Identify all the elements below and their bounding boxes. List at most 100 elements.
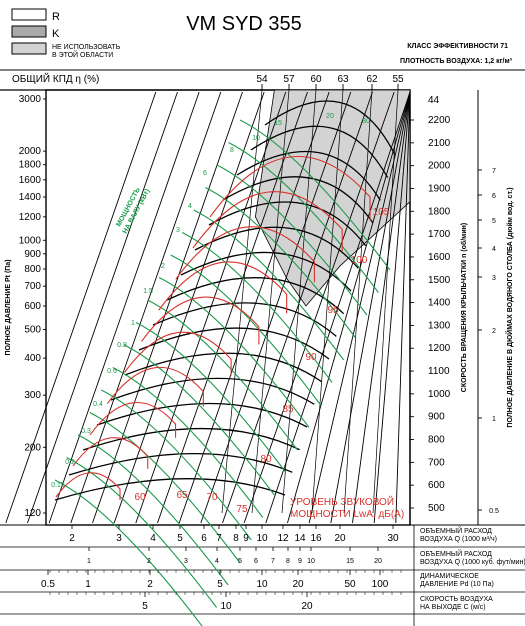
sound-curve-7 bbox=[175, 226, 315, 283]
rpm-curve-3 bbox=[96, 402, 308, 428]
sound-curve-2 bbox=[89, 401, 177, 438]
pressure-tick-15: 120 bbox=[24, 508, 41, 519]
sound-curve-9 bbox=[209, 156, 371, 220]
inch-tick-4: 3 bbox=[492, 275, 496, 282]
sound-axis-label: УРОВЕНЬ ЗВУКОВОЙ МОЩНОСТИ LwA, дБ(A) bbox=[290, 495, 404, 520]
system-line-4 bbox=[92, 91, 243, 524]
sound-curve-4 bbox=[123, 331, 232, 376]
q-cfm-tick-7: 8 bbox=[286, 558, 290, 565]
power-value-8: 2 bbox=[161, 263, 165, 270]
system-line-17 bbox=[373, 91, 411, 524]
x-axis-label-2: ДИНАМИЧЕСКОЕ ДАВЛЕНИЕ Pd (10 Па) bbox=[420, 573, 494, 588]
power-line-13 bbox=[205, 187, 356, 338]
pressure-tick-8: 800 bbox=[24, 264, 41, 275]
efficiency-line-5 bbox=[372, 89, 399, 514]
power-value-16: 30 bbox=[362, 118, 370, 125]
power-line-5 bbox=[112, 367, 264, 518]
power-line-14 bbox=[216, 164, 368, 316]
efficiency-value-3: 63 bbox=[337, 74, 349, 85]
efficiency-value-5: 55 bbox=[392, 74, 404, 85]
system-line-3 bbox=[70, 91, 222, 524]
pressure-tick-14: 200 bbox=[24, 442, 41, 453]
pressure-tick-3: 1600 bbox=[19, 175, 42, 186]
q-m3h-tick-9: 12 bbox=[277, 533, 289, 544]
do-not-use-region bbox=[254, 89, 411, 307]
pd-tick-1: 1 bbox=[85, 579, 91, 590]
rpm-top-label: 44 bbox=[428, 95, 440, 106]
q-m3h-tick-13: 30 bbox=[387, 533, 399, 544]
system-line-12 bbox=[265, 91, 411, 524]
pd-tick-7: 100 bbox=[372, 579, 389, 590]
pd-tick-6: 50 bbox=[344, 579, 356, 590]
q-cfm-tick-5: 6 bbox=[254, 558, 258, 565]
pd-tick-5: 20 bbox=[292, 579, 304, 590]
pressure-tick-7: 900 bbox=[24, 249, 41, 260]
power-value-5: 0.8 bbox=[117, 342, 127, 349]
sound-value-1: 65 bbox=[176, 490, 188, 501]
power-value-14: 15 bbox=[274, 120, 282, 127]
efficiency-value-4: 62 bbox=[366, 74, 378, 85]
rpm-curve-2 bbox=[82, 427, 300, 451]
q-cfm-tick-0: 1 bbox=[87, 558, 91, 565]
system-line-2 bbox=[48, 91, 200, 524]
sound-value-7: 95 bbox=[327, 305, 339, 316]
system-line-13 bbox=[287, 91, 411, 524]
legend-swatch-2 bbox=[11, 42, 47, 55]
c-tick-0: 5 bbox=[142, 601, 148, 612]
sound-value-4: 80 bbox=[260, 454, 272, 465]
pd-tick-4: 10 bbox=[256, 579, 268, 590]
rpm-tick-13: 900 bbox=[428, 412, 445, 423]
legend-label-0: R bbox=[52, 11, 60, 23]
q-m3h-tick-7: 9 bbox=[243, 533, 249, 544]
sound-curve-0 bbox=[55, 472, 121, 500]
q-m3h-tick-12: 20 bbox=[334, 533, 346, 544]
x-axis-label-0: ОБЪЕМНЫЙ РАСХОД ВОЗДУХА Q (1000 м³/ч) bbox=[420, 526, 497, 543]
power-value-12: 8 bbox=[230, 147, 234, 154]
sound-value-3: 75 bbox=[236, 504, 248, 515]
rpm-axis-label: СКОРОСТЬ ВРАЩЕНИЯ КРЫЛЬЧАТКИ n (об/мин) bbox=[460, 223, 468, 392]
q-m3h-tick-8: 10 bbox=[256, 533, 268, 544]
rpm-tick-3: 1900 bbox=[428, 183, 451, 194]
efficiency-line-2 bbox=[281, 89, 317, 514]
pressure-tick-2: 1800 bbox=[19, 160, 42, 171]
power-value-13: 10 bbox=[252, 135, 260, 142]
legend-swatch-0 bbox=[11, 8, 47, 21]
q-m3h-tick-2: 4 bbox=[150, 533, 156, 544]
inch-tick-2: 5 bbox=[492, 218, 496, 225]
q-cfm-tick-2: 3 bbox=[184, 558, 188, 565]
inch-tick-1: 6 bbox=[492, 193, 496, 200]
rpm-tick-15: 700 bbox=[428, 457, 445, 468]
rpm-curve-6 bbox=[138, 327, 330, 360]
rpm-tick-16: 600 bbox=[428, 480, 445, 491]
rpm-curve-1 bbox=[68, 453, 293, 476]
power-line-7 bbox=[135, 322, 287, 473]
sound-curve-3 bbox=[106, 366, 204, 407]
inch-tick-5: 2 bbox=[492, 328, 496, 335]
c-tick-2: 20 bbox=[301, 601, 313, 612]
efficiency-line-4 bbox=[343, 89, 373, 514]
power-line-16 bbox=[239, 119, 391, 271]
rpm-tick-9: 1300 bbox=[428, 320, 451, 331]
x-axis-label-1: ОБЪЕМНЫЙ РАСХОД ВОЗДУХА Q (1000 куб. фут/… bbox=[420, 549, 525, 566]
rpm-tick-7: 1500 bbox=[428, 275, 451, 286]
efficiency-line-0 bbox=[221, 89, 263, 514]
sound-curve-1 bbox=[72, 437, 149, 469]
pressure-tick-12: 400 bbox=[24, 353, 41, 364]
pressure-tick-0: 3000 bbox=[19, 94, 42, 105]
q-m3h-tick-10: 14 bbox=[294, 533, 306, 544]
q-m3h-tick-11: 16 bbox=[310, 533, 322, 544]
rpm-curve-11 bbox=[208, 201, 367, 247]
sound-curve-6 bbox=[158, 261, 288, 314]
rpm-curve-4 bbox=[110, 377, 315, 405]
system-line-14 bbox=[308, 91, 411, 524]
page-title: VM SYD 355 bbox=[186, 13, 302, 35]
pressure-axis-label: ПОЛНОЕ ДАВЛЕНИЕ Pt (Па) bbox=[5, 259, 12, 355]
rpm-tick-0: 2200 bbox=[428, 115, 451, 126]
rpm-tick-12: 1000 bbox=[428, 389, 451, 400]
system-line-8 bbox=[178, 91, 330, 524]
sound-curve-8 bbox=[192, 191, 343, 252]
power-value-3: 0.4 bbox=[93, 401, 103, 408]
sound-curve-5 bbox=[141, 296, 260, 345]
inch-tick-3: 4 bbox=[492, 246, 496, 253]
